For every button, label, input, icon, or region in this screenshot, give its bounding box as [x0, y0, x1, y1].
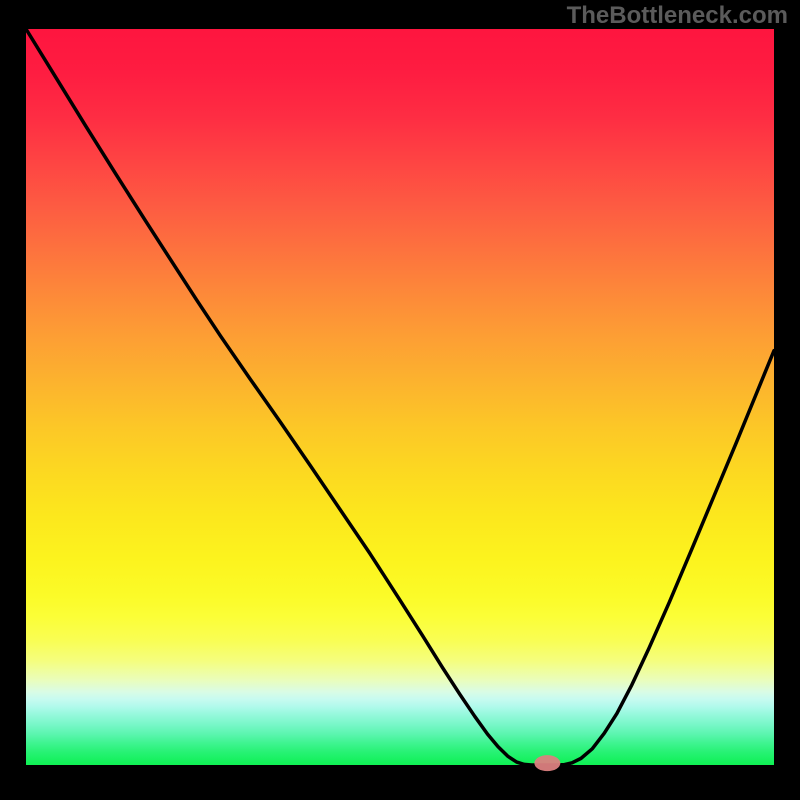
bottleneck-chart-svg [0, 0, 800, 800]
watermark-text: TheBottleneck.com [567, 2, 788, 30]
chart-root: TheBottleneck.com [0, 0, 800, 800]
